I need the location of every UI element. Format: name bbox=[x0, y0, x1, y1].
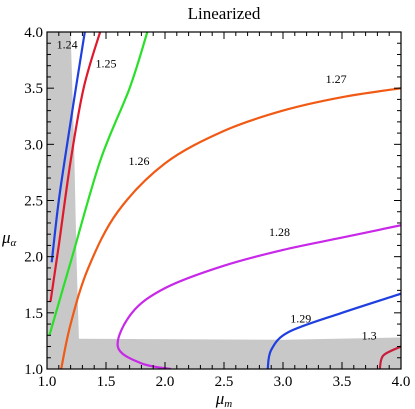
contour-labels: 1.24 1.25 1.26 1.27 1.28 1.29 1.3 bbox=[57, 37, 377, 342]
contour-line-1-27 bbox=[60, 87, 401, 369]
contour-line-1-26 bbox=[48, 32, 149, 336]
contour-line-1-28 bbox=[116, 224, 401, 369]
contour-line-1-25 bbox=[49, 32, 102, 302]
contour-label-1-25: 1.25 bbox=[96, 57, 117, 71]
y-tick-label: 2.0 bbox=[24, 250, 43, 266]
contour-lines bbox=[48, 32, 401, 369]
y-tick-label: 3.5 bbox=[24, 81, 43, 97]
contour-label-1-24: 1.24 bbox=[57, 37, 78, 51]
x-tick-label: 1.0 bbox=[38, 374, 57, 390]
x-tick-labels: 1.0 1.5 2.0 2.5 3.0 3.5 4.0 bbox=[38, 374, 411, 390]
contour-label-1-27: 1.27 bbox=[326, 72, 347, 86]
contour-label-1-28: 1.28 bbox=[269, 225, 290, 239]
chart-title: Linearized bbox=[188, 4, 261, 23]
x-tick-label: 3.0 bbox=[274, 374, 293, 390]
contour-line-1-3 bbox=[378, 345, 401, 369]
x-tick-label: 2.0 bbox=[156, 374, 175, 390]
axis-ticks bbox=[46, 31, 402, 370]
y-tick-label: 2.5 bbox=[24, 194, 43, 210]
x-tick-label: 1.5 bbox=[97, 374, 116, 390]
contour-label-1-3: 1.3 bbox=[362, 328, 377, 342]
y-axis-label: μα bbox=[1, 228, 17, 249]
y-tick-labels: 1.0 1.5 2.0 2.5 3.0 3.5 4.0 bbox=[24, 25, 43, 378]
x-axis-label-base: μ bbox=[215, 389, 225, 408]
plot-background bbox=[47, 32, 401, 369]
y-axis-label-base: μ bbox=[1, 228, 11, 247]
contour-line-1-29 bbox=[266, 292, 401, 369]
contour-line-1-24 bbox=[50, 32, 86, 263]
y-tick-label: 4.0 bbox=[24, 25, 43, 41]
y-tick-label: 1.0 bbox=[24, 362, 43, 378]
x-axis-label: μm bbox=[215, 389, 233, 409]
contour-label-1-26: 1.26 bbox=[129, 154, 150, 168]
x-axis-label-sub: m bbox=[224, 398, 232, 409]
contour-label-1-29: 1.29 bbox=[290, 311, 311, 325]
y-axis-label-sub: α bbox=[11, 237, 17, 249]
y-tick-label: 3.0 bbox=[24, 137, 43, 153]
x-tick-label: 3.5 bbox=[333, 374, 352, 390]
y-tick-label: 1.5 bbox=[24, 306, 43, 322]
x-tick-label: 2.5 bbox=[215, 374, 234, 390]
x-tick-label: 4.0 bbox=[392, 374, 411, 390]
plot-area: 1.24 1.25 1.26 1.27 1.28 1.29 1.3 bbox=[46, 31, 402, 370]
